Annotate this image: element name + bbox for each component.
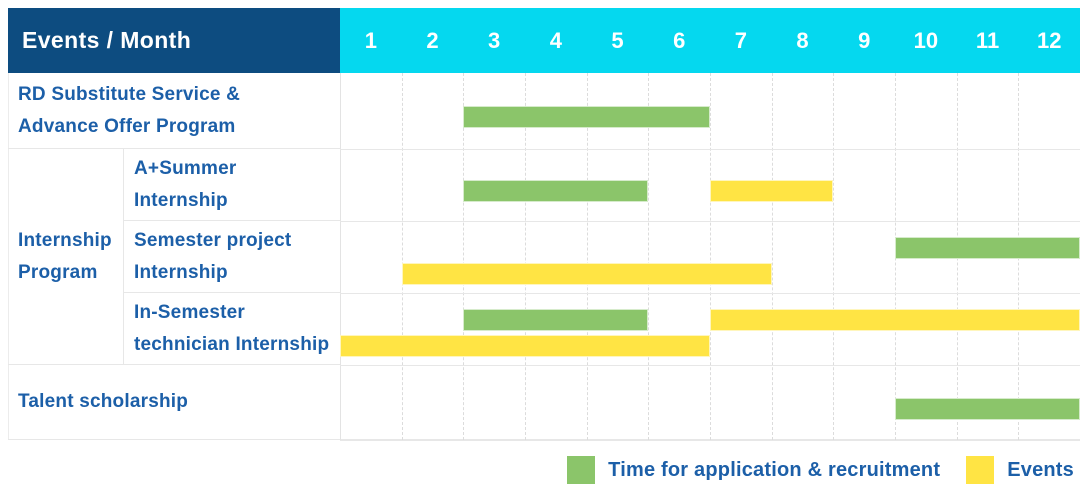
- legend-label-application: Time for application & recruitment: [608, 458, 941, 481]
- row-label-line: A+Summer: [134, 157, 237, 179]
- row-label-line: technician Internship: [134, 333, 330, 355]
- month-gridline: [463, 73, 465, 440]
- month-label: 12: [1036, 28, 1062, 53]
- gantt-bar-application-a-plus-summer-internship: [463, 180, 649, 202]
- month-gridline: [710, 73, 711, 440]
- gantt-bar-application-talent-scholarship: [895, 397, 1080, 420]
- events-month-header-label: Events / Month: [22, 27, 192, 53]
- legend-item-application: Time for application & recruitment: [567, 456, 940, 484]
- months-header-row: 1 2 3 4 5 6 7 8 9 10 11 12: [340, 8, 1080, 73]
- legend: Time for application & recruitment Events: [0, 448, 1074, 492]
- row-label-line: Talent scholarship: [18, 391, 189, 412]
- row-label-line: Internship: [134, 261, 228, 283]
- legend-swatch-application: [567, 456, 596, 484]
- month-gridline: [401, 73, 403, 440]
- row-divider-line: [340, 221, 1080, 222]
- gantt-bar-event-semester-project-internship: [401, 263, 772, 285]
- row-label-line: Internship: [18, 229, 112, 251]
- month-label: 5: [611, 28, 624, 53]
- month-label: 2: [426, 28, 439, 53]
- chart-grid: [340, 73, 1080, 441]
- legend-swatch-event: [966, 456, 995, 484]
- month-label: 1: [364, 28, 377, 53]
- events-month-header-cell: Events / Month: [8, 8, 340, 73]
- gantt-bar-event-a-plus-summer-internship: [710, 180, 834, 202]
- row-divider-line: [340, 149, 1080, 150]
- label-chart-divider-line: [340, 73, 341, 440]
- month-gridline: [648, 73, 650, 440]
- month-label: 7: [734, 28, 747, 53]
- month-label: 4: [549, 28, 562, 53]
- legend-item-event: Events: [966, 456, 1074, 484]
- row-label-line: Semester project: [134, 229, 292, 251]
- gantt-bar-application-rd-substitute-service: [463, 106, 710, 128]
- month-label: 3: [488, 28, 501, 53]
- row-label-a-plus-summer-internship: A+Summer Internship: [124, 149, 340, 221]
- month-gridline: [586, 73, 588, 440]
- month-label: 6: [673, 28, 686, 53]
- month-gridline: [525, 73, 526, 440]
- row-label-line: Advance Offer Program: [18, 115, 236, 137]
- row-divider-line: [340, 440, 1080, 441]
- row-label-in-semester-technician-internship: In-Semester technician Internship: [124, 293, 340, 365]
- row-label-line: RD Substitute Service &: [18, 83, 241, 105]
- month-gridline: [833, 73, 835, 440]
- table-body-frame: [8, 73, 1080, 440]
- gantt-bar-event-in-semester-technician-internship: [340, 335, 710, 357]
- month-gridline: [771, 73, 773, 440]
- row-label-line: Program: [18, 261, 98, 283]
- gantt-bar-application-in-semester-technician-internship: [463, 309, 649, 331]
- gantt-bar-event-in-semester-technician-internship: [710, 309, 1080, 331]
- row-label-line: In-Semester: [134, 301, 245, 323]
- month-label: 8: [796, 28, 809, 53]
- month-label: 10: [913, 28, 939, 53]
- legend-label-event: Events: [1007, 458, 1074, 481]
- row-label-talent-scholarship: Talent scholarship: [8, 365, 340, 440]
- gantt-bar-application-semester-project-internship: [895, 237, 1080, 259]
- month-label: 9: [858, 28, 871, 53]
- row-label-semester-project-internship: Semester project Internship: [124, 221, 340, 293]
- row-label-rd-substitute-service: RD Substitute Service & Advance Offer Pro…: [8, 73, 340, 149]
- row-divider-line: [340, 365, 1080, 366]
- gantt-table: Events / Month 1 2 3 4 5 6 7 8 9 10 11 12 RD Substi…: [8, 8, 1080, 441]
- group-label-internship-program: Internship Program: [8, 149, 124, 365]
- month-label: 11: [975, 28, 1000, 53]
- row-label-line: Internship: [134, 189, 228, 211]
- row-divider-line: [340, 293, 1080, 294]
